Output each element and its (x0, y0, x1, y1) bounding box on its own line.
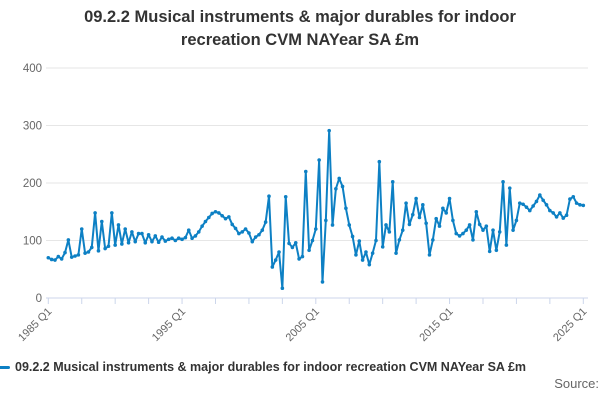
svg-text:2025 Q1: 2025 Q1 (551, 306, 589, 344)
svg-text:200: 200 (23, 178, 42, 190)
svg-text:1985 Q1: 1985 Q1 (16, 306, 54, 344)
svg-text:300: 300 (23, 121, 42, 133)
data-line[interactable] (47, 129, 585, 290)
svg-text:400: 400 (23, 63, 42, 75)
y-axis-labels: 0 100 200 300 400 (23, 63, 42, 305)
legend-item[interactable]: 09.2.2 Musical instruments & major durab… (0, 360, 600, 376)
svg-text:2005 Q1: 2005 Q1 (284, 306, 322, 344)
svg-text:1995 Q1: 1995 Q1 (150, 306, 188, 344)
x-axis-ticks (47, 298, 584, 304)
chart-title: 09.2.2 Musical instruments & major durab… (0, 6, 600, 52)
svg-text:0: 0 (36, 293, 42, 305)
legend-marker-dash (0, 366, 10, 369)
source-label: Source: (554, 376, 599, 391)
chart-title-line2: recreation CVM NAYear SA £m (180, 31, 420, 49)
svg-text:100: 100 (23, 236, 42, 248)
data-points[interactable] (46, 128, 586, 291)
plot-area[interactable]: 0 100 200 300 400 1985 Q1 1995 Q1 2005 Q1 2015 Q… (0, 0, 600, 358)
x-axis-labels: 1985 Q1 1995 Q1 2005 Q1 2015 Q1 2025 Q1 (16, 306, 589, 344)
svg-text:2015 Q1: 2015 Q1 (417, 306, 455, 344)
y-gridlines (46, 67, 588, 299)
chart-title-line1: 09.2.2 Musical instruments & major durab… (84, 8, 516, 26)
legend-label: 09.2.2 Musical instruments & major durab… (15, 360, 527, 374)
